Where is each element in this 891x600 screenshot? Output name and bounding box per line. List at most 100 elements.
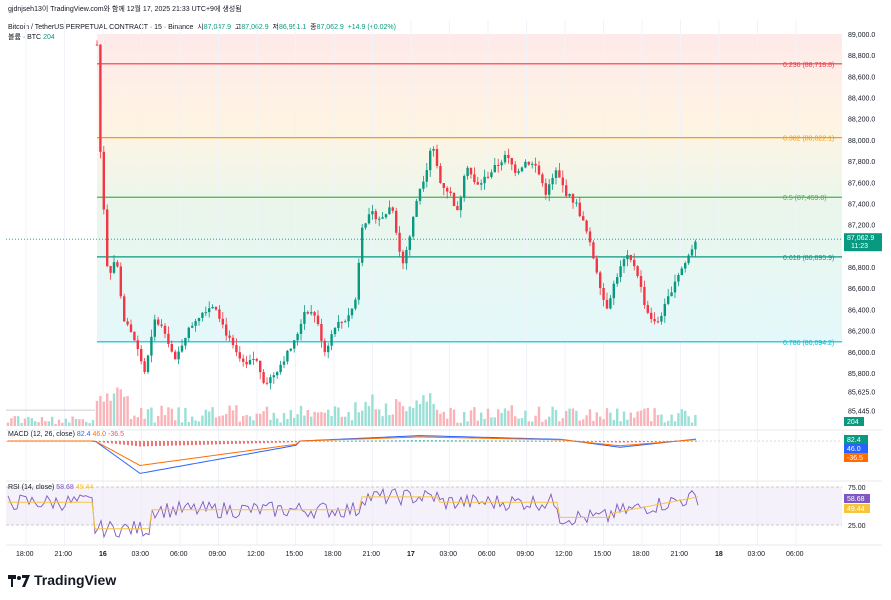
candle-body [313, 312, 316, 316]
candle-body [289, 348, 292, 351]
symbol-title[interactable]: Bitcoin / TetherUS PERPETUAL CONTRACT · … [8, 24, 194, 31]
macd-histogram-bar [307, 440, 309, 442]
volume-bar [289, 409, 292, 426]
volume-bar [37, 422, 40, 426]
macd-histogram-bar [379, 440, 381, 442]
volume-bar [418, 404, 422, 426]
volume-bar [201, 415, 204, 426]
macd-histogram-bar [203, 441, 205, 445]
candle-body [405, 250, 408, 264]
macd-histogram-bar [439, 440, 441, 442]
time-axis-tick: 16 [99, 551, 107, 558]
macd-histogram-bar [423, 440, 425, 442]
candle-body [391, 207, 394, 211]
time-axis-tick: 09:00 [209, 551, 227, 558]
candle-body [364, 223, 367, 228]
volume-bar [459, 422, 462, 426]
candle-body [673, 281, 677, 293]
candle-body [123, 296, 126, 322]
candle-body [340, 321, 343, 323]
macd-histogram-bar [435, 440, 437, 442]
macd-histogram-bar [239, 441, 241, 444]
rsi-ma-line [8, 496, 699, 530]
candle-body [442, 183, 445, 188]
volume-bar [568, 408, 571, 426]
volume-bar [612, 419, 615, 426]
macd-histogram-bar [471, 440, 473, 442]
volume-bar [51, 416, 54, 426]
volume-bar [388, 415, 391, 426]
macd-histogram-bar [647, 441, 649, 443]
candle-body [245, 361, 248, 365]
candle-body [333, 327, 337, 335]
macd-histogram-bar [311, 440, 313, 442]
volume-bar [99, 395, 102, 426]
macd-histogram-bar [199, 441, 201, 445]
volume-bar [88, 423, 91, 426]
macd-histogram-bar [111, 441, 113, 444]
candle-body [238, 352, 241, 359]
volume-bar [507, 410, 510, 426]
macd-histogram-bar [267, 441, 269, 444]
candle-body [255, 359, 258, 361]
volume-bar [91, 420, 95, 426]
volume-bar [204, 409, 207, 426]
candle-body [575, 202, 578, 204]
volume-bar [565, 411, 568, 426]
volume-bar [551, 406, 554, 426]
candle-body [599, 272, 602, 289]
candle-body [500, 162, 503, 166]
time-axis-tick: 21:00 [55, 551, 73, 558]
macd-histogram-bar [363, 440, 365, 442]
macd-histogram-bar [215, 441, 217, 445]
candle-body [194, 321, 197, 326]
candle-body [286, 350, 289, 362]
volume-tag [844, 417, 864, 426]
volume-bar [371, 394, 374, 426]
volume-bar [670, 414, 673, 426]
candle-body [554, 170, 558, 178]
volume-bar [218, 416, 221, 426]
macd-histogram-bar [167, 441, 169, 446]
candle-body [143, 361, 146, 373]
candle-body [636, 266, 639, 277]
volume-bar [531, 421, 534, 426]
macd-histogram-bar [611, 441, 613, 443]
open-value: 87,047.9 [203, 24, 232, 31]
macd-histogram-bar [207, 441, 209, 445]
candle-body [568, 194, 571, 196]
volume-bar [548, 416, 551, 426]
macd-histogram-bar [427, 440, 429, 442]
volume-bar [30, 418, 33, 426]
candle-body [344, 321, 347, 323]
volume-bar [23, 418, 27, 426]
volume-bar [109, 400, 112, 426]
candle-body [585, 220, 588, 232]
candle-body [514, 164, 517, 173]
macd-histogram-bar [639, 441, 641, 443]
candle-body [690, 249, 694, 256]
candle-body [129, 324, 133, 332]
volume-bar [456, 422, 459, 426]
macd-histogram-bar [447, 440, 449, 442]
volume-bar [493, 417, 496, 426]
candle-body [303, 312, 306, 324]
volume-bar [364, 401, 367, 426]
volume-bar [643, 408, 646, 426]
candle-body [282, 361, 286, 365]
macd-histogram-bar [463, 440, 465, 442]
candle-body [432, 148, 435, 151]
price-axis-tick: 88,600.0 [848, 74, 875, 81]
candle-body [381, 217, 384, 219]
candle-body [524, 161, 527, 168]
volume-bar [259, 413, 262, 426]
volume-bar [500, 412, 503, 426]
candle-body [262, 372, 265, 383]
volume-bar [208, 411, 211, 426]
rsi-axis-tick: 25.00 [848, 523, 866, 530]
macd-histogram-bar [275, 441, 277, 443]
macd-histogram-bar [151, 441, 153, 447]
volume-bar [656, 414, 660, 426]
candle-body [422, 181, 425, 189]
